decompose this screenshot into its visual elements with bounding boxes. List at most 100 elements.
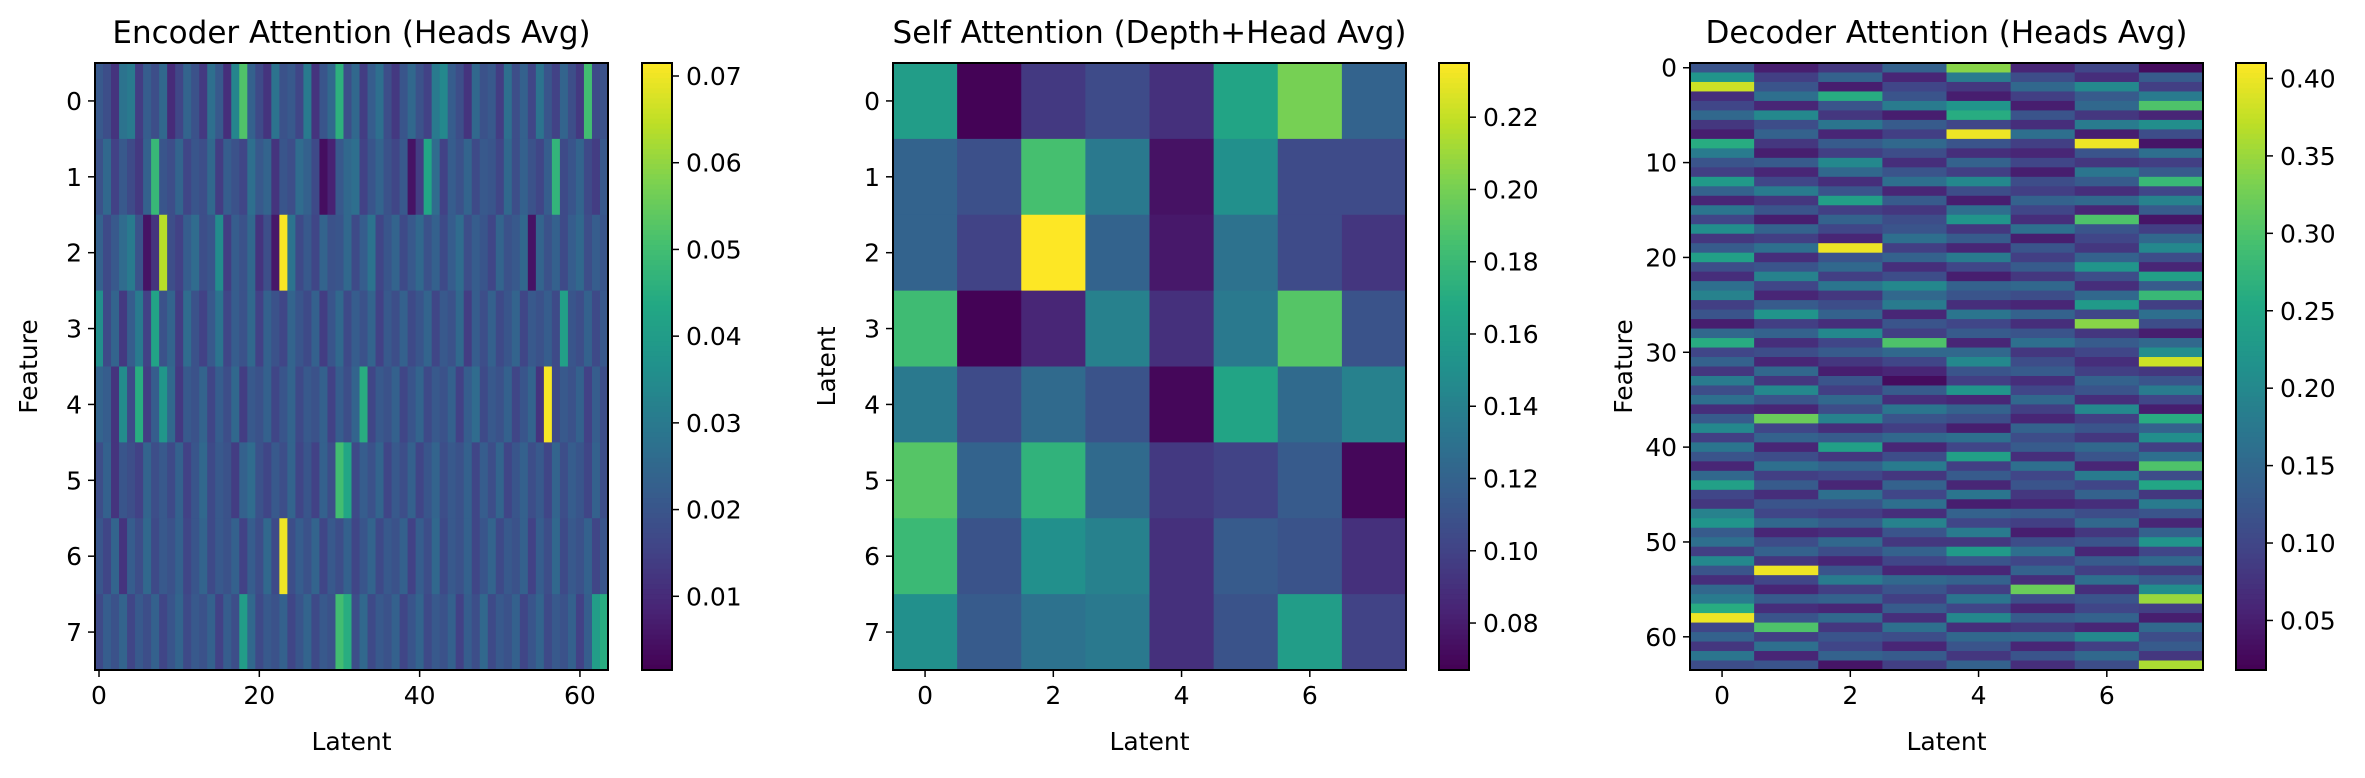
heatmap-cell [327,518,337,595]
colorbar-segment [2236,305,2266,312]
heatmap-cell [1690,63,1755,74]
heatmap-cell [175,290,184,368]
x-tick-label: 6 [2099,681,2115,710]
colorbar-segment [2236,412,2266,418]
heatmap-cell [599,366,609,443]
colorbar-segment [1439,538,1469,545]
heatmap-cell [207,366,216,443]
heatmap-cell [1341,442,1407,519]
colorbar-segment [1439,553,1469,560]
heatmap-cell [2074,489,2140,500]
heatmap-cell [2138,489,2204,500]
heatmap-cell [1882,72,1948,83]
heatmap-cell [1818,480,1883,491]
heatmap-cell [2138,518,2204,529]
colorbar-segment [2236,275,2266,282]
colorbar-segment [642,184,672,191]
colorbar-segment [1439,326,1469,332]
colorbar-segment [1439,351,1469,357]
colorbar-segment [642,629,672,636]
heatmap-cell [215,594,224,671]
heatmap-cell [2010,651,2076,662]
heatmap-cell [599,594,609,671]
heatmap-cell [2010,205,2076,216]
heatmap-cell [2074,660,2140,671]
heatmap-cell [511,290,521,368]
heatmap-cell [1690,100,1755,112]
colorbar-tick-label: 0.15 [2280,452,2336,481]
heatmap-cell [551,63,561,140]
heatmap-cell [583,518,593,595]
colorbar-segment [642,548,672,555]
heatmap-cell [2010,233,2076,244]
heatmap-cell [583,442,593,519]
heatmap-cell [1690,480,1755,491]
heatmap-cells [1690,63,2204,671]
heatmap-cell [375,518,385,595]
heatmap-cell [1690,366,1755,377]
colorbar-segment [1439,290,1469,297]
heatmap-cell [111,138,120,216]
colorbar-segment [642,285,672,292]
heatmap-cell [287,594,296,671]
colorbar-segment [2236,103,2266,110]
heatmap-cell [1946,423,2012,434]
heatmap-cell [439,138,449,216]
heatmap-cell [1754,224,1819,235]
heatmap-cell [2010,499,2076,510]
heatmap-cell [511,63,521,140]
heatmap-cell [159,518,168,595]
heatmap-cell [1818,508,1883,519]
heatmap-cell [1754,176,1819,187]
colorbar-segment [1439,523,1469,529]
heatmap-cell [535,290,545,368]
heatmap-cell [487,518,497,595]
heatmap-cell [1690,233,1755,244]
heatmap-cell [559,214,569,292]
colorbar-frame [2235,62,2267,671]
heatmap-cell [255,442,264,519]
heatmap-cell [1818,622,1883,633]
heatmap-cell [231,214,240,292]
heatmap-cell [167,63,176,140]
colorbar-segment [2236,88,2266,94]
heatmap-cell [2010,271,2076,282]
heatmap-cell [1690,660,1755,671]
heatmap-cell [2074,394,2140,406]
heatmap-cell [1754,319,1819,330]
heatmap-cell [1946,233,2012,244]
heatmap-cell [2074,613,2140,624]
colorbar-segment [1439,487,1469,494]
colorbar-segment [642,240,672,246]
heatmap-cell [1818,271,1883,282]
heatmap-cell [271,594,280,671]
heatmap-cell [1882,129,1948,140]
colorbar-segment [2236,98,2266,105]
colorbar-segment [642,584,672,590]
colorbar-segment [642,351,672,357]
colorbar-segment [1439,164,1469,170]
heatmap-cell [1882,300,1948,311]
heatmap-cell [1946,575,2012,586]
heatmap-cell [255,63,264,140]
heatmap-cell [551,214,561,292]
colorbar-segment [1439,543,1469,550]
heatmap-cell [1277,138,1343,216]
heatmap-cell [599,138,609,216]
heatmap-cell [1690,432,1755,443]
heatmap-cell [167,366,176,443]
heatmap-cell [519,442,529,519]
heatmap-cell [1946,157,2012,168]
heatmap-cell [127,214,136,292]
colorbar-segment [1439,305,1469,312]
colorbar-segment [2236,624,2266,631]
heatmap-cell [367,518,377,595]
y-tick-label: 5 [864,466,880,495]
heatmap-cell [511,594,521,671]
heatmap-cell [439,290,449,368]
heatmap-cell [431,214,441,292]
heatmap-cell [503,63,513,140]
colorbar-segment [642,255,672,261]
colorbar-segment [1439,366,1469,373]
colorbar-segment [642,199,672,206]
